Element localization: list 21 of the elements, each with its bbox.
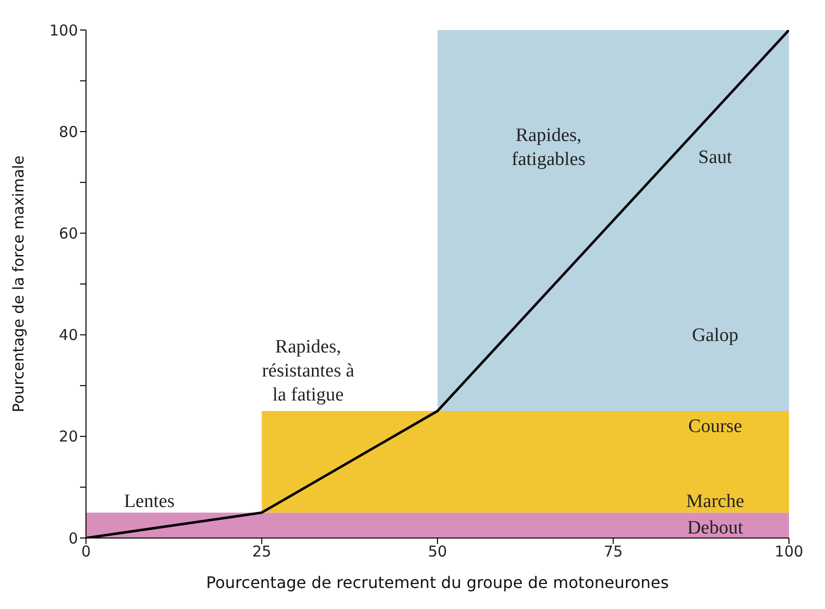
x-tick-label: 25 <box>252 542 272 561</box>
y-tick-label: 60 <box>58 224 78 243</box>
x-axis-title: Pourcentage de recrutement du groupe de motoneurones <box>206 573 669 592</box>
y-tick-label: 20 <box>58 428 78 446</box>
y-tick-label: 80 <box>58 122 78 141</box>
y-tick-label: 100 <box>49 21 78 40</box>
annotation: Marche <box>686 490 744 512</box>
y-axis-title: Pourcentage de la force maximale <box>9 156 28 412</box>
x-tick-label: 100 <box>774 542 804 561</box>
series-label: Rapides, résistantes à la fatigue <box>262 336 355 406</box>
annotation: Debout <box>687 517 744 538</box>
x-tick-label: 50 <box>428 542 448 561</box>
annotation: Galop <box>692 324 738 346</box>
x-tick-label: 75 <box>604 542 623 561</box>
y-tick-label: 0 <box>68 529 78 548</box>
annotation: Course <box>688 416 742 438</box>
series-label: Lentes <box>124 490 175 512</box>
y-tick-label: 40 <box>58 326 78 344</box>
x-tick-label: 0 <box>81 542 91 561</box>
annotation: Saut <box>698 147 733 168</box>
series-label: Rapides, fatigables <box>512 124 586 170</box>
